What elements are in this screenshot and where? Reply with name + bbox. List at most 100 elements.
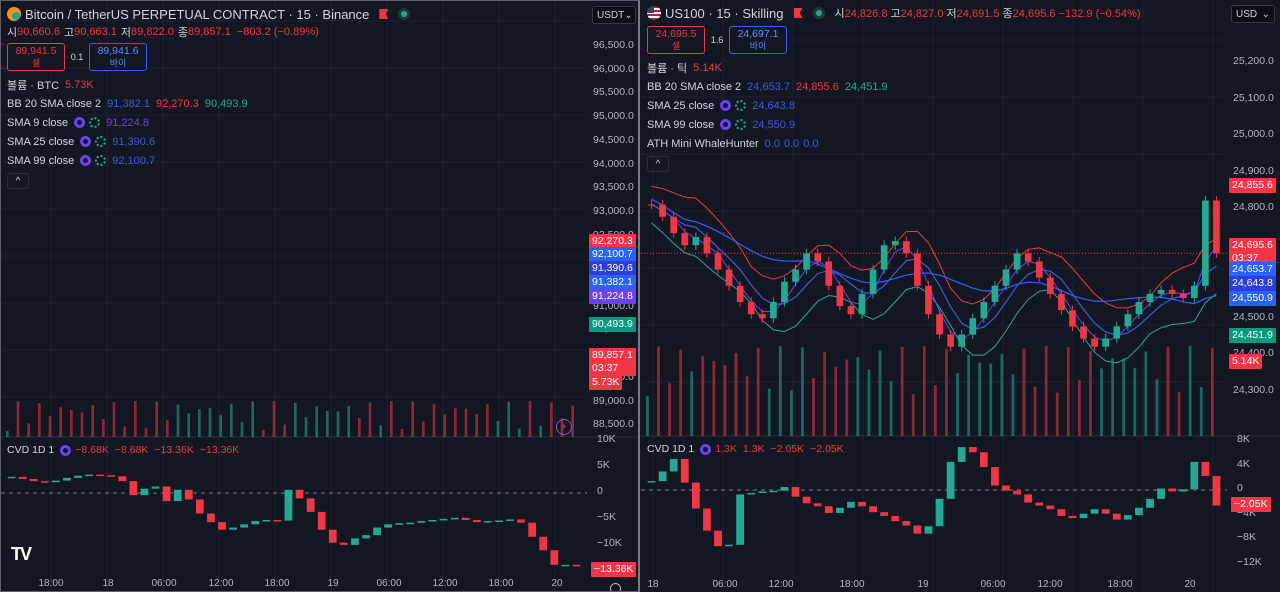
indicator-sma25[interactable]: SMA 25 close 91,390.6 xyxy=(7,135,156,148)
price-tag: 5.73K xyxy=(589,375,623,390)
indicator-sma9[interactable]: SMA 9 close 91,224.8 xyxy=(7,116,149,129)
currency-select[interactable]: USD ⌄ xyxy=(1231,5,1275,23)
price-axis-label: 94,000.0 xyxy=(593,157,634,170)
price-tag: 24,695.6 03:37 xyxy=(1229,238,1276,266)
indicator-source-icon[interactable] xyxy=(74,117,86,128)
time-axis-label: 18:00 xyxy=(839,579,865,590)
price-axis-label: 96,500.0 xyxy=(593,39,634,51)
indicator-source-icon[interactable] xyxy=(700,443,712,455)
settings-icon[interactable] xyxy=(610,583,621,591)
indicator-source-icon[interactable] xyxy=(720,100,732,111)
indicator-volume[interactable]: 볼륨 · BTC 5.73K xyxy=(7,78,94,92)
sell-button[interactable]: 24,695.5 셀 xyxy=(647,26,705,54)
cvd-last-tag: −13.36K xyxy=(591,562,637,577)
indicator-source-icon[interactable] xyxy=(60,444,72,456)
spread-value: 0.1 xyxy=(70,52,84,62)
cvd-last-tag: −2.05K xyxy=(1231,497,1271,512)
time-axis-label: 20 xyxy=(1184,579,1196,590)
cvd-axis-label: 5K xyxy=(597,459,610,471)
price-tag: 5.14K xyxy=(1229,354,1263,369)
buy-button[interactable]: 89,941.6 바이 xyxy=(89,43,147,71)
price-tag: 90,493.9 xyxy=(589,317,636,332)
time-axis-label: 12:00 xyxy=(208,578,234,589)
indicator-source-icon[interactable] xyxy=(80,155,92,166)
price-tag: 24,653.7 xyxy=(1229,262,1276,277)
btc-symbol-icon xyxy=(7,7,21,21)
chevron-down-icon: ⌄ xyxy=(624,9,633,21)
price-tag: 24,550.9 xyxy=(1229,291,1276,306)
indicator-volume[interactable]: 볼륨 · 틱 5.14K xyxy=(647,61,722,75)
indicator-loading-icon xyxy=(735,100,747,111)
currency-select[interactable]: USDT ⌄ xyxy=(592,6,636,24)
flag-icon[interactable] xyxy=(379,9,389,19)
indicator-source-icon[interactable] xyxy=(80,136,92,147)
buy-button[interactable]: 24,697.1 바이 xyxy=(729,26,787,54)
time-axis-label: 19 xyxy=(327,578,339,589)
chart-panel-btc[interactable]: Bitcoin / TetherUS PERPETUAL CONTRACT · … xyxy=(0,0,640,592)
indicator-source-icon[interactable] xyxy=(720,119,732,130)
price-axis-label: 95,500.0 xyxy=(593,86,634,99)
indicator-sma99[interactable]: SMA 99 close 92,100.7 xyxy=(7,154,156,167)
cvd-axis-label: −12K xyxy=(1237,555,1262,568)
bar-countdown: 03:37 xyxy=(592,362,619,374)
indicator-bb[interactable]: BB 20 SMA close 2 24,653.7 24,855.6 24,4… xyxy=(647,80,888,93)
price-tag: 24,643.8 xyxy=(1229,276,1276,291)
price-axis-label: 96,000.0 xyxy=(593,62,634,75)
price-axis-label: 94,500.0 xyxy=(593,133,634,146)
cvd-legend[interactable]: CVD 1D 1 −8.68K −8.68K −13.36K −13.36K xyxy=(7,444,240,456)
time-axis-label: 20 xyxy=(551,578,563,589)
ohlc-values: 시 90,660.6 고 90,663.1 저 89,822.0 종 89,857.1 … xyxy=(7,26,319,39)
sell-button[interactable]: 89,941.5 셀 xyxy=(7,43,65,71)
price-axis-label: 93,000.0 xyxy=(593,204,634,217)
price-axis-label: 24,300.0 xyxy=(1233,383,1274,396)
time-axis-label: 12:00 xyxy=(432,578,458,589)
price-axis-label: 25,100.0 xyxy=(1233,91,1274,104)
price-axis-label: 24,800.0 xyxy=(1233,201,1274,213)
flag-icon[interactable] xyxy=(793,8,803,18)
cvd-axis-label: 8K xyxy=(1237,433,1250,445)
indicator-loading-icon xyxy=(95,136,107,147)
lightning-alert-icon[interactable]: ⚡ xyxy=(556,419,572,435)
chart-panel-us100[interactable]: US100 · 15 · Skilling 시24,826.8 고24,827.… xyxy=(641,0,1280,592)
indicator-sma25[interactable]: SMA 25 close 24,643.8 xyxy=(647,99,796,112)
time-axis-label: 06:00 xyxy=(151,578,177,589)
time-axis-label: 18:00 xyxy=(38,578,64,589)
price-chart-canvas[interactable] xyxy=(641,0,1280,592)
price-axis-label: 89,000.0 xyxy=(593,394,634,407)
bar-countdown: 03:37 xyxy=(1232,252,1259,264)
collapse-legend-button[interactable]: ^ xyxy=(647,156,669,172)
cvd-axis-label: −8K xyxy=(1237,531,1256,543)
cvd-legend[interactable]: CVD 1D 1 1.3K 1.3K −2.05K −2.05K xyxy=(647,443,844,455)
time-axis-label: 06:00 xyxy=(980,579,1006,590)
price-axis-label: 24,900.0 xyxy=(1233,164,1274,177)
price-tag: 92,270.3 xyxy=(589,234,636,249)
time-axis-label: 12:00 xyxy=(1037,579,1063,590)
indicator-bb[interactable]: BB 20 SMA close 2 91,382.1 92,270.3 90,4… xyxy=(7,97,248,110)
indicator-sma99[interactable]: SMA 99 close 24,550.9 xyxy=(647,118,796,131)
collapse-legend-button[interactable]: ^ xyxy=(7,173,29,189)
time-axis-label: 18:00 xyxy=(1107,579,1133,590)
spread-value: 1.6 xyxy=(710,35,724,45)
cvd-axis-label: 0 xyxy=(1237,482,1243,494)
time-axis-label: 18:00 xyxy=(488,578,514,589)
symbol-title[interactable]: Bitcoin / TetherUS PERPETUAL CONTRACT · … xyxy=(25,6,370,22)
price-axis-label: 24,500.0 xyxy=(1233,310,1274,323)
time-axis-label: 12:00 xyxy=(768,579,794,590)
us-flag-icon xyxy=(647,6,661,20)
indicator-ath-whalehunter[interactable]: ATH Mini WhaleHunter 0.0 0.0 0.0 xyxy=(647,137,819,150)
chevron-down-icon: ⌄ xyxy=(1261,8,1270,20)
price-tag: 24,855.6 xyxy=(1229,178,1276,193)
symbol-title[interactable]: US100 · 15 · Skilling xyxy=(665,5,784,21)
time-axis-label: 19 xyxy=(917,579,929,590)
price-axis-label: 25,000.0 xyxy=(1233,128,1274,140)
cvd-axis-label: −10K xyxy=(597,537,622,549)
cvd-axis-label: −5K xyxy=(597,511,616,523)
cvd-axis-label: 0 xyxy=(597,485,603,497)
price-tag: 92,100.7 xyxy=(589,247,636,262)
tradingview-logo[interactable]: TV xyxy=(11,544,32,564)
chart-legend: Bitcoin / TetherUS PERPETUAL CONTRACT · … xyxy=(7,5,411,189)
price-axis-label: 93,500.0 xyxy=(593,181,634,194)
time-axis-label: 06:00 xyxy=(712,579,738,590)
price-tag: 91,390.6 xyxy=(589,261,636,276)
price-tag: 91,382.1 xyxy=(589,275,636,290)
